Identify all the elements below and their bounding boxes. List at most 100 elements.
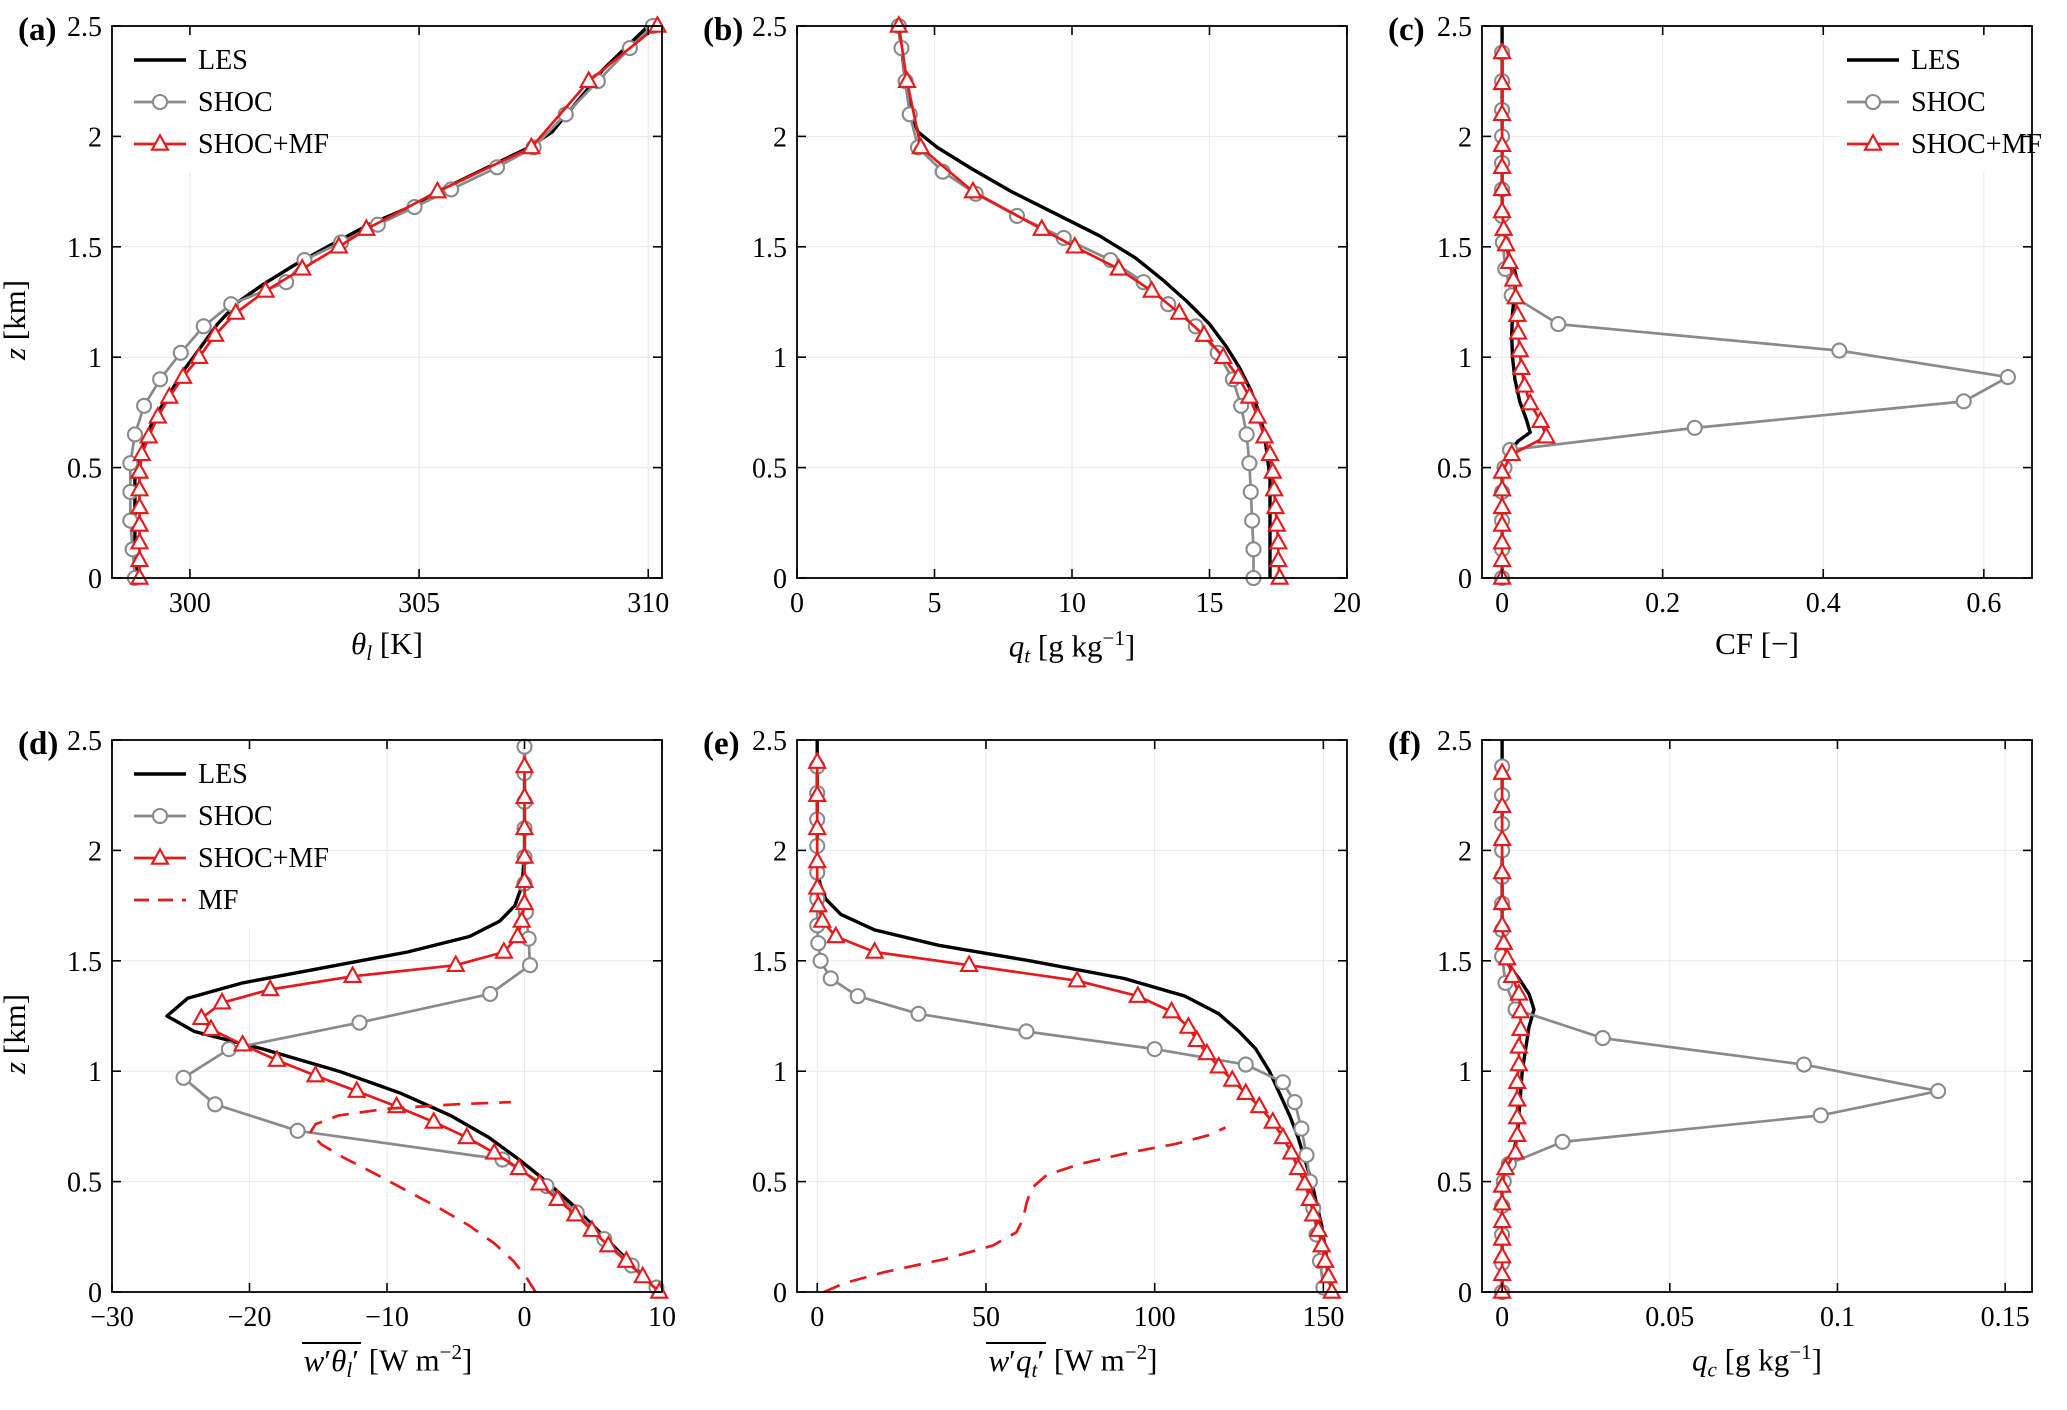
panel-c: (c) 0 0.2 0.4 0.6 0 0.5 1 1.5 2 2.5 LES SHOC SHOC+MF… (1388, 10, 2048, 710)
svg-text:0.1: 0.1 (1820, 1302, 1855, 1333)
plot-d: −30 −20 −10 0 10 0 0.5 1 1.5 2 2.5 LES SHOC SHOC+MF MF (67, 726, 676, 1333)
svg-text:1: 1 (1458, 343, 1472, 374)
svg-text:0.15: 0.15 (1981, 1302, 2030, 1333)
svg-text:2.5: 2.5 (1437, 12, 1472, 43)
svg-text:−20: −20 (228, 1302, 272, 1333)
svg-text:2: 2 (773, 122, 787, 153)
svg-text:1.5: 1.5 (67, 947, 102, 978)
svg-text:5: 5 (928, 588, 942, 619)
svg-text:0: 0 (773, 1278, 787, 1309)
svg-text:0.2: 0.2 (1645, 588, 1680, 619)
panel-d: (d) z [km] −30 −20 −10 0 10 0 0.5 1 1.5 2 2.5 LES SH… (0, 724, 678, 1410)
svg-text:1.5: 1.5 (752, 947, 787, 978)
panel-a: (a) z [km] 300 305 310 0 0.5 1 1.5 2 2.5 LES SHOC S… (0, 10, 678, 710)
panel-label-a: (a) (18, 12, 57, 48)
panel-label-d: (d) (18, 726, 59, 762)
svg-text:−30: −30 (90, 1302, 134, 1333)
svg-text:150: 150 (1302, 1302, 1344, 1333)
svg-text:310: 310 (627, 588, 669, 619)
svg-text:0.5: 0.5 (67, 454, 102, 485)
svg-text:1: 1 (88, 343, 102, 374)
xlabel-d: w′θl′ [W m−2] (301, 1340, 473, 1382)
panel-label-e: (e) (703, 726, 740, 762)
svg-text:2.5: 2.5 (1437, 726, 1472, 757)
y-axis-label-text: z [km] (0, 993, 32, 1075)
svg-text:10: 10 (1058, 588, 1086, 619)
plot-f: 0 0.05 0.1 0.15 0 0.5 1 1.5 2 2.5 (1437, 726, 2033, 1333)
panel-f: (f) 0 0.05 0.1 0.15 0 0.5 1 1.5 2 2.5 qc [g kg−1] (1388, 724, 2048, 1410)
svg-text:SHOC+MF: SHOC+MF (198, 129, 329, 160)
svg-text:0.5: 0.5 (1437, 1168, 1472, 1199)
svg-text:0: 0 (1495, 1302, 1509, 1333)
svg-text:0.5: 0.5 (1437, 454, 1472, 485)
plot-e: 0 50 100 150 0 0.5 1 1.5 2 2.5 (752, 726, 1348, 1333)
svg-text:305: 305 (398, 588, 440, 619)
xlabel-f: qc [g kg−1] (1692, 1340, 1822, 1382)
svg-text:15: 15 (1196, 588, 1224, 619)
y-axis-label: z [km] (0, 724, 38, 1344)
panel-label-b: (b) (703, 12, 744, 48)
svg-text:2: 2 (1458, 122, 1472, 153)
xlabel-a: θl [K] (351, 626, 423, 665)
svg-text:2.5: 2.5 (67, 12, 102, 43)
svg-text:LES: LES (198, 45, 248, 76)
svg-text:2: 2 (1458, 836, 1472, 867)
svg-text:1.5: 1.5 (67, 233, 102, 264)
svg-text:100: 100 (1134, 1302, 1176, 1333)
svg-text:SHOC: SHOC (1911, 87, 1986, 118)
svg-text:1.5: 1.5 (1437, 233, 1472, 264)
svg-text:1.5: 1.5 (1437, 947, 1472, 978)
svg-text:0: 0 (790, 588, 804, 619)
svg-text:0: 0 (810, 1302, 824, 1333)
svg-text:LES: LES (1911, 45, 1961, 76)
svg-text:20: 20 (1333, 588, 1361, 619)
svg-text:2: 2 (88, 122, 102, 153)
svg-text:SHOC: SHOC (198, 87, 273, 118)
svg-text:MF: MF (198, 885, 238, 916)
svg-text:0.6: 0.6 (1966, 588, 2001, 619)
svg-text:0: 0 (773, 564, 787, 595)
svg-text:300: 300 (169, 588, 211, 619)
xlabel-e: w′qt′ [W m−2] (986, 1340, 1158, 1382)
svg-text:1.5: 1.5 (752, 233, 787, 264)
xlabel-b: qt [g kg−1] (1008, 626, 1136, 668)
svg-text:2: 2 (773, 836, 787, 867)
svg-text:0: 0 (518, 1302, 532, 1333)
svg-text:1: 1 (773, 343, 787, 374)
panel-label-f: (f) (1388, 726, 1421, 762)
svg-text:0.5: 0.5 (752, 1168, 787, 1199)
svg-text:0: 0 (88, 564, 102, 595)
svg-text:1: 1 (773, 1057, 787, 1088)
svg-text:−10: −10 (365, 1302, 409, 1333)
plot-a: 300 305 310 0 0.5 1 1.5 2 2.5 LES SHOC SHOC+MF (67, 12, 669, 619)
svg-text:LES: LES (198, 759, 248, 790)
svg-text:2.5: 2.5 (67, 726, 102, 757)
svg-text:SHOC+MF: SHOC+MF (198, 843, 329, 874)
xlabel-c: CF [−] (1715, 626, 1799, 661)
svg-text:0: 0 (88, 1278, 102, 1309)
plot-b: 0 5 10 15 20 0 0.5 1 1.5 2 2.5 (752, 12, 1361, 619)
svg-text:2.5: 2.5 (752, 726, 787, 757)
svg-text:1: 1 (88, 1057, 102, 1088)
svg-text:0.5: 0.5 (752, 454, 787, 485)
svg-text:0: 0 (1458, 1278, 1472, 1309)
svg-text:0.05: 0.05 (1645, 1302, 1694, 1333)
y-axis-label: z [km] (0, 10, 38, 630)
panel-e: (e) 0 50 100 150 0 0.5 1 1.5 2 2.5 w′qt′ [W m−2] (703, 724, 1363, 1410)
svg-text:10: 10 (648, 1302, 676, 1333)
svg-text:SHOC+MF: SHOC+MF (1911, 129, 2042, 160)
svg-text:0: 0 (1458, 564, 1472, 595)
svg-text:50: 50 (972, 1302, 1000, 1333)
panel-label-c: (c) (1388, 12, 1425, 48)
svg-text:0: 0 (1495, 588, 1509, 619)
panel-b: (b) 0 5 10 15 20 0 0.5 1 1.5 2 2.5 qt [g kg−1] (703, 10, 1363, 710)
svg-text:1: 1 (1458, 1057, 1472, 1088)
plot-c: 0 0.2 0.4 0.6 0 0.5 1 1.5 2 2.5 LES SHOC SHOC+MF (1437, 12, 2042, 619)
svg-text:SHOC: SHOC (198, 801, 273, 832)
svg-text:0.4: 0.4 (1806, 588, 1841, 619)
svg-text:2.5: 2.5 (752, 12, 787, 43)
svg-text:2: 2 (88, 836, 102, 867)
svg-text:0.5: 0.5 (67, 1168, 102, 1199)
y-axis-label-text: z [km] (0, 279, 32, 361)
